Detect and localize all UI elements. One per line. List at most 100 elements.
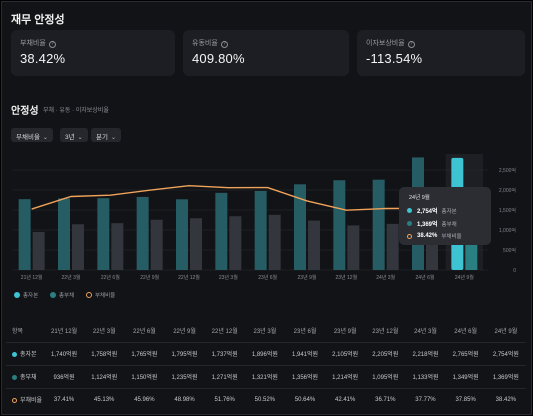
x-tick-label: 22년 9월	[140, 274, 159, 281]
bar-debt	[308, 220, 320, 270]
bar-equity	[176, 199, 188, 270]
table-cell: 1,150억원	[124, 364, 165, 388]
table-header-cell: 22년 12월	[211, 329, 238, 336]
metric-dropdown[interactable]: 부채비율 ⌄	[11, 128, 53, 142]
interest-coverage-card: 이자보상비율? -113.54%	[357, 30, 525, 76]
table-cell: 1,765억원	[124, 341, 165, 365]
table-cell: 48.98%	[164, 387, 205, 411]
table-cell: 1,349억원	[445, 364, 486, 388]
equity-marker	[12, 351, 17, 357]
table-cell: 1,271억원	[204, 364, 245, 388]
bar-equity	[333, 180, 346, 270]
card-value: -113.54%	[366, 51, 423, 66]
legend-ratio[interactable]: 부채비율	[86, 290, 115, 300]
bar-debt	[386, 223, 399, 270]
help-icon[interactable]: ?	[48, 41, 56, 48]
section-title: 안정성	[11, 106, 39, 117]
table-cell: 50.52%	[244, 387, 285, 411]
table-cell: 2,765억원	[445, 341, 486, 365]
table-cell: 37.85%	[445, 387, 486, 411]
legend-debt[interactable]: 총부채	[50, 290, 74, 300]
bar-debt	[190, 218, 202, 270]
unit-dropdown[interactable]: 분기 ⌄	[91, 128, 121, 142]
tooltip-value: 38.42%	[417, 233, 438, 239]
bar-equity	[215, 192, 228, 270]
help-icon[interactable]: ?	[220, 41, 228, 48]
right-tick-label: 1,000억	[499, 227, 516, 234]
row-label: 총자본	[20, 352, 37, 358]
bar-debt	[111, 223, 124, 270]
bar-debt	[268, 214, 281, 270]
chevron-down-icon: ⌄	[77, 135, 83, 141]
table-header-cell: 23년 6월	[293, 329, 317, 336]
tooltip-name: 총부채	[441, 221, 457, 228]
bar-debt	[229, 216, 242, 270]
table-header-label: 항목	[12, 329, 24, 336]
table-row: 총자본 1,740억원 1,758억원 1,765억원 1,795억원 1,73…	[6, 341, 526, 365]
tooltip-name: 총자본	[441, 208, 457, 215]
table-cell: 2,218억원	[405, 341, 446, 365]
x-tick-label: 23년 12월	[335, 274, 357, 281]
table-header-cell: 21년 12월	[51, 329, 78, 336]
debt-marker	[12, 374, 17, 380]
x-tick-label: 24년 3월	[376, 274, 395, 281]
table-cell: 38.42%	[485, 387, 526, 411]
table-cell: 50.64%	[284, 387, 326, 411]
right-tick-label: 0	[513, 268, 516, 274]
ratio-marker	[12, 397, 17, 403]
table-header-cell: 24년 9월	[494, 329, 518, 336]
table-row: 부채비율 37.41% 45.13% 45.96% 48.98% 51.76% …	[6, 387, 526, 411]
bar-equity	[136, 196, 149, 270]
bar-equity	[372, 179, 385, 270]
bar-equity	[294, 184, 306, 270]
chart-tooltip: 24년 9월 2,754억 총자본 1,369억 총부채 38.42% 부채비율	[399, 187, 491, 245]
data-table: 항목 21년 12월 22년 3월 22년 6월 22년 9월 22년 12월 …	[6, 320, 526, 411]
equity-marker	[407, 208, 412, 213]
x-tick-label: 22년 12월	[178, 274, 200, 281]
legend-equity[interactable]: 총자본	[14, 290, 38, 300]
period-dropdown[interactable]: 3년 ⌄	[60, 128, 88, 142]
legend-label: 총부채	[59, 293, 75, 299]
help-icon[interactable]: ?	[407, 41, 415, 48]
x-tick-label: 22년 3월	[62, 274, 81, 281]
current-ratio-card: 유동비율? 409.80%	[183, 30, 349, 76]
legend-label: 부채비율	[95, 293, 116, 299]
table-cell: 1,095억원	[365, 364, 406, 388]
table-header-cell: 23년 9월	[333, 329, 357, 336]
table-cell: 37.41%	[44, 387, 85, 411]
table-cell: 2,754억원	[485, 341, 526, 365]
table-cell: 1,758억원	[84, 341, 125, 365]
table-header-cell: 23년 12월	[372, 329, 399, 336]
right-tick-label: 1,500억	[499, 207, 516, 214]
tooltip-title: 24년 9월	[409, 195, 430, 201]
table-cell: 1,941억원	[284, 341, 326, 365]
unit-dropdown-label: 분기	[96, 134, 108, 141]
x-tick-label: 23년 3월	[219, 274, 238, 281]
table-cell: 1,214억원	[325, 364, 366, 388]
legend-ring	[86, 292, 92, 298]
table-cell: 1,740억원	[44, 341, 85, 365]
table-row: 총부채 936억원 1,124억원 1,150억원 1,235억원 1,271억…	[6, 364, 526, 388]
table-cell: 51.76%	[204, 387, 245, 411]
period-dropdown-label: 3년	[65, 134, 75, 141]
table-cell: 45.96%	[124, 387, 165, 411]
table-cell: 1,737억원	[204, 341, 245, 365]
table-header-cell: 24년 3월	[414, 329, 437, 336]
table-cell: 1,133억원	[405, 364, 446, 388]
legend-dot	[14, 292, 20, 298]
table-header-cell: 22년 6월	[133, 329, 156, 336]
chevron-down-icon: ⌄	[42, 135, 48, 141]
card-value: 409.80%	[192, 51, 245, 66]
chevron-down-icon: ⌄	[110, 135, 116, 141]
table-cell: 1,235억원	[164, 364, 205, 388]
table-header-cell: 23년 3월	[253, 329, 277, 336]
debt-ratio-card: 부채비율? 38.42%	[11, 30, 175, 76]
x-tick-label: 24년 9월	[455, 274, 474, 281]
legend-dot	[50, 292, 56, 298]
x-tick-label: 22년 6월	[101, 274, 120, 281]
tooltip-value: 1,369억	[417, 222, 438, 228]
row-label: 총부채	[20, 375, 37, 381]
table-cell: 42.41%	[325, 387, 366, 411]
page-title: 재무 안정성	[11, 14, 65, 26]
